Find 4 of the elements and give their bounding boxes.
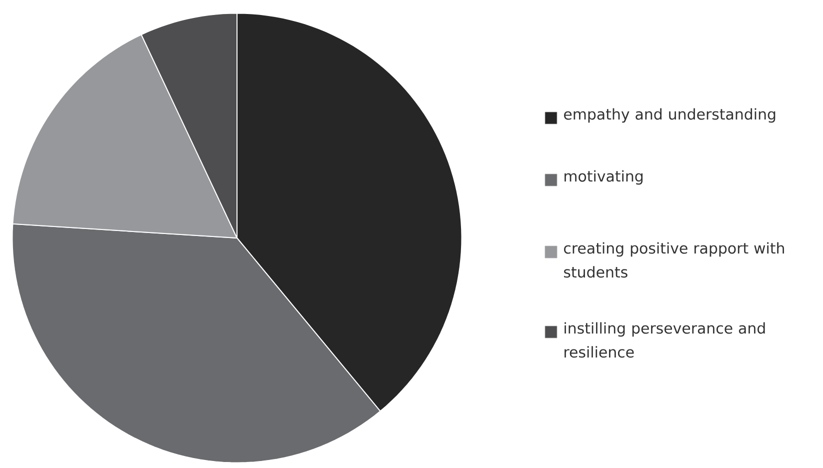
- legend-label: instilling perseverance and resilience: [564, 322, 765, 358]
- legend-label: motivating: [564, 170, 643, 185]
- legend-label: creating positive rapport with students: [564, 242, 784, 278]
- legend-label: empathy and understanding: [564, 108, 776, 123]
